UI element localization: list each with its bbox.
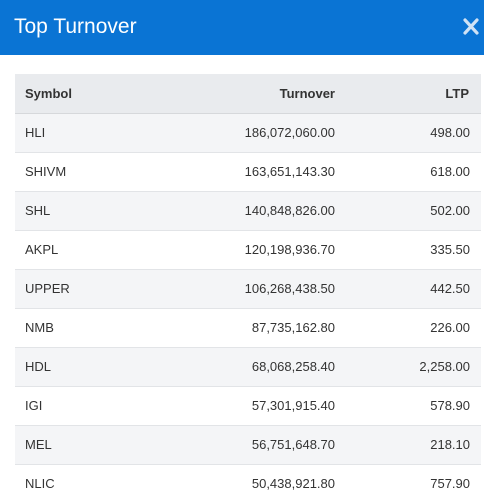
symbol-cell: HLI — [25, 125, 46, 140]
ltp-cell: 757.90 — [430, 476, 470, 491]
turnover-cell: 120,198,936.70 — [244, 242, 335, 257]
turnover-cell: 57,301,915.40 — [251, 398, 335, 413]
turnover-cell: 106,268,438.50 — [244, 281, 335, 296]
table-header-row: Symbol Turnover LTP — [15, 74, 481, 114]
turnover-table-wrapper: Symbol Turnover LTP HLI 186,072,060.00 498… — [15, 74, 481, 495]
turnover-cell: 87,735,162.80 — [251, 320, 335, 335]
table-row[interactable]: IGI 57,301,915.40 578.90 — [15, 386, 481, 425]
turnover-cell: 186,072,060.00 — [244, 125, 335, 140]
table-row[interactable]: HLI 186,072,060.00 498.00 — [15, 113, 481, 152]
column-header-symbol[interactable]: Symbol — [15, 74, 165, 114]
ltp-cell: 2,258.00 — [419, 359, 470, 374]
symbol-cell: IGI — [25, 398, 43, 413]
modal-title: Top Turnover — [14, 15, 137, 38]
table-row[interactable]: NMB 87,735,162.80 226.00 — [15, 308, 481, 347]
symbol-cell: NLIC — [25, 476, 55, 491]
ltp-cell: 618.00 — [430, 164, 470, 179]
close-icon — [463, 18, 479, 35]
table-row[interactable]: AKPL 120,198,936.70 335.50 — [15, 230, 481, 269]
column-header-turnover[interactable]: Turnover — [165, 74, 341, 114]
table-row[interactable]: SHL 140,848,826.00 502.00 — [15, 191, 481, 230]
ltp-cell: 502.00 — [430, 203, 470, 218]
symbol-cell: UPPER — [25, 281, 70, 296]
turnover-cell: 68,068,258.40 — [251, 359, 335, 374]
ltp-cell: 226.00 — [430, 320, 470, 335]
table-row[interactable]: NLIC 50,438,921.80 757.90 — [15, 464, 481, 495]
ltp-cell: 218.10 — [430, 437, 470, 452]
table-row[interactable]: UPPER 106,268,438.50 442.50 — [15, 269, 481, 308]
ltp-cell: 335.50 — [430, 242, 470, 257]
symbol-cell: AKPL — [25, 242, 59, 257]
turnover-table: Symbol Turnover LTP HLI 186,072,060.00 498… — [15, 74, 481, 495]
symbol-cell: HDL — [25, 359, 52, 374]
table-row[interactable]: SHIVM 163,651,143.30 618.00 — [15, 152, 481, 191]
ltp-cell: 498.00 — [430, 125, 470, 140]
table-body: HLI 186,072,060.00 498.00 SHIVM 163,651,143.… — [15, 113, 481, 495]
turnover-cell: 163,651,143.30 — [244, 164, 335, 179]
ltp-cell: 442.50 — [430, 281, 470, 296]
turnover-cell: 140,848,826.00 — [244, 203, 335, 218]
symbol-cell: SHIVM — [25, 164, 67, 179]
symbol-cell: SHL — [25, 203, 51, 218]
table-row[interactable]: MEL 56,751,648.70 218.10 — [15, 425, 481, 464]
modal-header: Top Turnover — [0, 0, 484, 55]
ltp-cell: 578.90 — [430, 398, 470, 413]
close-button[interactable] — [458, 13, 484, 41]
table-row[interactable]: HDL 68,068,258.40 2,258.00 — [15, 347, 481, 386]
turnover-cell: 50,438,921.80 — [251, 476, 335, 491]
symbol-cell: MEL — [25, 437, 52, 452]
column-header-ltp[interactable]: LTP — [341, 74, 481, 114]
turnover-cell: 56,751,648.70 — [251, 437, 335, 452]
symbol-cell: NMB — [25, 320, 54, 335]
